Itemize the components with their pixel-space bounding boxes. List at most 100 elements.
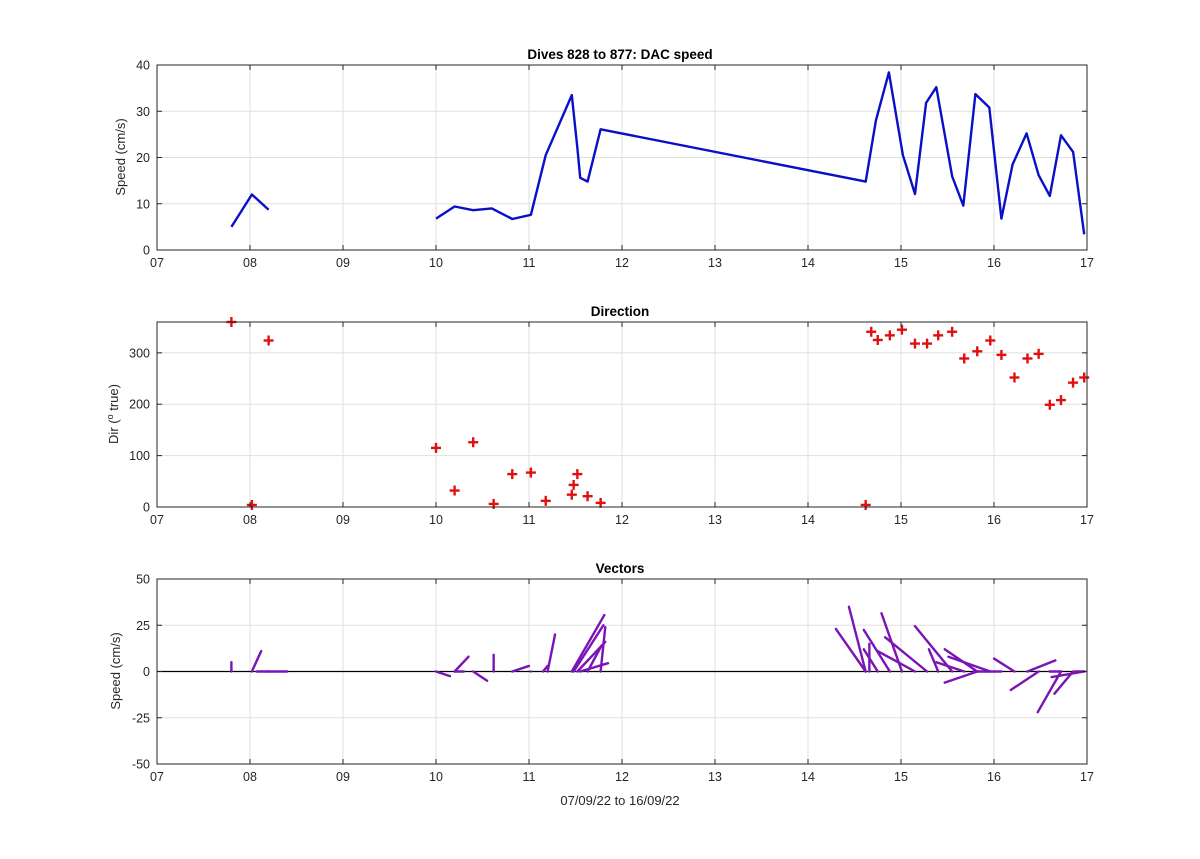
vectors-ytick-label-0: -50 (132, 758, 150, 772)
direction-point-12 (572, 469, 583, 480)
vector-stick-5 (434, 670, 452, 678)
vector-stick-19 (599, 625, 607, 673)
vectors-ytick-label-4: 50 (136, 573, 150, 587)
direction-point-1 (246, 499, 257, 510)
direction-xtick-label-6: 13 (708, 513, 722, 527)
vectors-xtick-label-1: 08 (243, 770, 257, 784)
direction-point-23 (947, 326, 958, 337)
vectors-xtick-label-6: 13 (708, 770, 722, 784)
direction-point-26 (985, 335, 996, 346)
direction-point-29 (1022, 353, 1033, 364)
vectors-panel-ylabel: Speed (cm/s) (108, 632, 123, 709)
vectors-xtick-label-2: 09 (336, 770, 350, 784)
vectors-ytick-label-2: 0 (143, 665, 150, 679)
vector-stick-34 (992, 657, 1016, 673)
direction-xtick-label-3: 10 (429, 513, 443, 527)
vector-stick-29 (913, 624, 954, 673)
speed-xtick-label-6: 13 (708, 256, 722, 270)
vector-stick-30 (935, 661, 966, 673)
speed-xtick-label-8: 15 (894, 256, 908, 270)
vector-stick-40 (1053, 670, 1075, 695)
speed-ytick-label-1: 10 (136, 197, 150, 211)
direction-point-15 (860, 499, 871, 510)
direction-xtick-label-0: 07 (150, 513, 164, 527)
direction-point-13 (582, 491, 593, 502)
vector-stick-43 (943, 670, 979, 684)
vector-stick-36 (1009, 670, 1040, 692)
vector-stick-26 (876, 649, 917, 673)
vector-stick-1 (250, 649, 263, 673)
speed-ytick-label-2: 20 (136, 151, 150, 165)
direction-point-3 (431, 442, 441, 453)
vectors-ytick-label-3: 25 (136, 619, 150, 633)
direction-point-16 (866, 326, 877, 337)
speed-panel: Dives 828 to 877: DAC speed Speed (cm/s)… (113, 47, 1094, 270)
vectors-xtick-label-10: 17 (1080, 770, 1094, 784)
direction-point-28 (1009, 372, 1020, 383)
speed-xtick-label-7: 14 (801, 256, 815, 270)
direction-ytick-label-2: 200 (129, 398, 150, 412)
direction-ylabel-main: Dir ( (106, 419, 121, 444)
vector-stick-32 (947, 655, 992, 673)
direction-ytick-label-1: 100 (129, 449, 150, 463)
direction-point-4 (449, 485, 460, 496)
speed-xtick-label-5: 12 (615, 256, 629, 270)
speed-xtick-label-0: 07 (150, 256, 164, 270)
direction-panel-title: Direction (591, 304, 650, 319)
direction-xtick-label-5: 12 (615, 513, 629, 527)
vectors-panel-title: Vectors (596, 561, 645, 576)
vectors-xtick-label-8: 15 (894, 770, 908, 784)
vector-stick-27 (883, 636, 929, 673)
speed-ytick-label-0: 0 (143, 244, 150, 258)
vectors-panel: Vectors Speed (cm/s) 07/09/22 to 16/09/2… (108, 561, 1094, 808)
direction-xtick-label-8: 15 (894, 513, 908, 527)
direction-point-25 (972, 346, 983, 357)
speed-panel-ylabel: Speed (cm/s) (113, 118, 128, 195)
vectors-xtick-label-7: 14 (801, 770, 815, 784)
direction-ytick-label-0: 0 (143, 501, 150, 515)
direction-point-19 (896, 324, 907, 335)
direction-point-31 (1044, 399, 1055, 410)
vector-stick-7 (453, 655, 470, 673)
vector-stick-10 (511, 664, 531, 673)
vector-stick-8 (472, 670, 489, 682)
direction-point-7 (507, 469, 518, 480)
vector-stick-12 (541, 664, 549, 673)
vector-stick-14 (570, 613, 606, 673)
vector-stick-13 (546, 633, 557, 673)
speed-xtick-label-9: 16 (987, 256, 1001, 270)
direction-point-33 (1068, 377, 1079, 388)
direction-point-11 (568, 479, 579, 490)
vectors-xtick-label-3: 10 (429, 770, 443, 784)
vectors-xtick-label-9: 16 (987, 770, 1001, 784)
direction-point-34 (1079, 372, 1090, 383)
direction-point-5 (468, 437, 479, 448)
direction-point-32 (1055, 395, 1066, 406)
direction-ylabel-sup: o (105, 414, 115, 419)
direction-ytick-label-3: 300 (129, 346, 150, 360)
direction-point-2 (263, 335, 274, 346)
direction-point-14 (595, 497, 606, 508)
vectors-panel-xlabel: 07/09/22 to 16/09/22 (560, 793, 679, 808)
direction-point-27 (996, 349, 1007, 360)
direction-point-10 (566, 489, 577, 500)
vector-stick-20 (834, 627, 867, 673)
direction-point-21 (922, 338, 933, 349)
direction-point-8 (525, 467, 536, 478)
vectors-xtick-label-0: 07 (150, 770, 164, 784)
direction-point-9 (540, 495, 551, 506)
direction-xtick-label-4: 11 (523, 513, 536, 527)
vectors-ytick-label-1: -25 (132, 711, 150, 725)
vector-stick-17 (578, 661, 610, 673)
direction-point-17 (872, 334, 883, 345)
direction-point-24 (959, 353, 970, 364)
speed-ytick-label-4: 40 (136, 59, 150, 73)
vector-stick-28 (927, 648, 940, 673)
speed-xtick-label-4: 11 (523, 256, 536, 270)
speed-series-line-0-1 (435, 71, 1086, 235)
direction-ylabel-rest: true) (106, 384, 121, 414)
vector-stick-35 (1026, 659, 1057, 673)
vectors-xtick-label-5: 12 (615, 770, 629, 784)
